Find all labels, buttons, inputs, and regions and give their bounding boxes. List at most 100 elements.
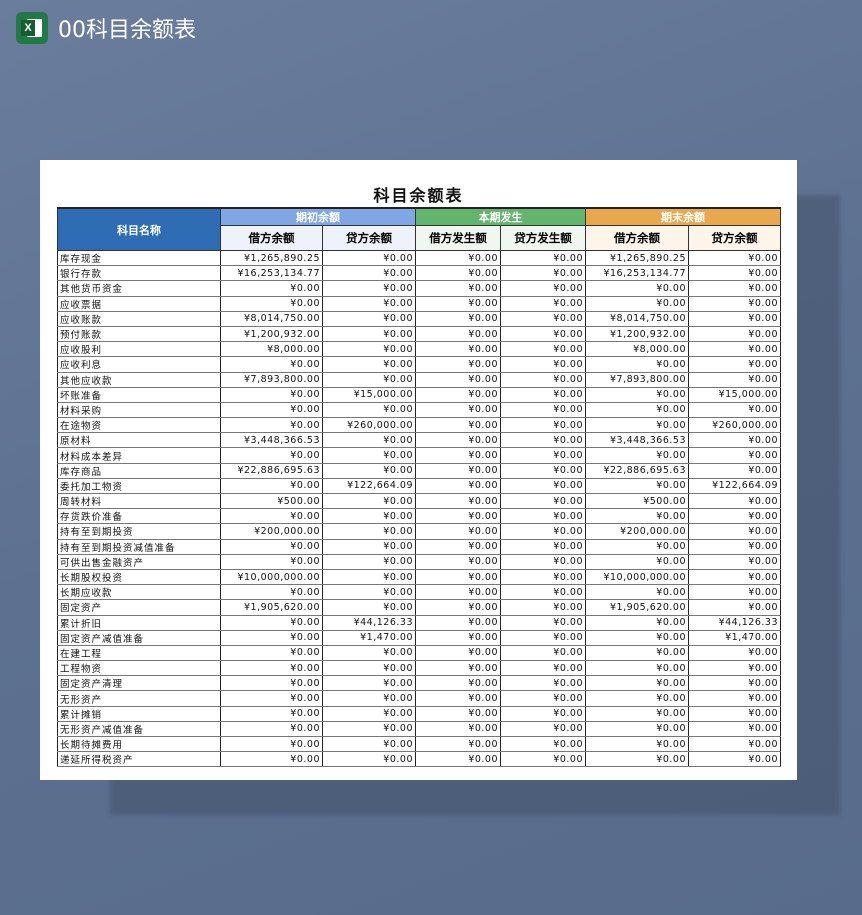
current-credit-cell[interactable]: ¥0.00 (500, 387, 586, 403)
closing-credit-cell[interactable]: ¥0.00 (688, 311, 781, 327)
opening-credit-cell[interactable]: ¥0.00 (322, 296, 416, 312)
account-name-cell[interactable]: 库存商品 (57, 463, 221, 479)
opening-credit-cell[interactable]: ¥0.00 (322, 311, 416, 327)
closing-debit-cell[interactable]: ¥0.00 (585, 280, 689, 297)
opening-debit-cell[interactable]: ¥16,253,134.77 (220, 265, 323, 282)
account-name-cell[interactable]: 递延所得税资产 (57, 751, 221, 768)
account-name-cell[interactable]: 固定资产 (57, 599, 221, 616)
closing-debit-cell[interactable]: ¥1,265,890.25 (585, 250, 689, 267)
current-debit-cell[interactable]: ¥0.00 (415, 615, 501, 631)
current-debit-cell[interactable]: ¥0.00 (415, 478, 501, 495)
account-name-cell[interactable]: 应收股利 (57, 341, 221, 358)
current-debit-cell[interactable]: ¥0.00 (415, 402, 501, 419)
opening-debit-cell[interactable]: ¥0.00 (220, 615, 323, 631)
account-name-cell[interactable]: 在途物资 (57, 417, 221, 434)
current-credit-cell[interactable]: ¥0.00 (500, 432, 586, 449)
header-closing-debit[interactable]: 借方余额 (585, 225, 689, 251)
opening-debit-cell[interactable]: ¥1,905,620.00 (220, 599, 323, 616)
current-debit-cell[interactable]: ¥0.00 (415, 387, 501, 403)
opening-credit-cell[interactable]: ¥44,126.33 (322, 615, 416, 631)
current-debit-cell[interactable]: ¥0.00 (415, 372, 501, 388)
closing-debit-cell[interactable]: ¥0.00 (585, 630, 689, 646)
opening-debit-cell[interactable]: ¥0.00 (220, 356, 323, 373)
closing-credit-cell[interactable]: ¥0.00 (688, 250, 781, 267)
closing-credit-cell[interactable]: ¥0.00 (688, 356, 781, 373)
current-debit-cell[interactable]: ¥0.00 (415, 690, 501, 707)
current-credit-cell[interactable]: ¥0.00 (500, 250, 586, 267)
opening-debit-cell[interactable]: ¥0.00 (220, 402, 323, 419)
closing-credit-cell[interactable]: ¥0.00 (688, 402, 781, 419)
account-name-cell[interactable]: 无形资产减值准备 (57, 721, 221, 738)
closing-credit-cell[interactable]: ¥0.00 (688, 675, 781, 692)
opening-debit-cell[interactable]: ¥1,265,890.25 (220, 250, 323, 267)
closing-debit-cell[interactable]: ¥0.00 (585, 356, 689, 373)
opening-debit-cell[interactable]: ¥22,886,695.63 (220, 463, 323, 479)
closing-debit-cell[interactable]: ¥0.00 (585, 706, 689, 722)
opening-credit-cell[interactable]: ¥0.00 (322, 539, 416, 555)
opening-debit-cell[interactable]: ¥8,000.00 (220, 341, 323, 358)
account-name-cell[interactable]: 持有至到期投资减值准备 (57, 539, 221, 555)
header-closing-balance[interactable]: 期末余额 (585, 207, 781, 226)
current-credit-cell[interactable]: ¥0.00 (500, 539, 586, 555)
opening-credit-cell[interactable]: ¥0.00 (322, 265, 416, 282)
closing-debit-cell[interactable]: ¥1,200,932.00 (585, 326, 689, 343)
opening-credit-cell[interactable]: ¥0.00 (322, 508, 416, 525)
closing-credit-cell[interactable]: ¥0.00 (688, 493, 781, 510)
account-name-cell[interactable]: 固定资产减值准备 (57, 630, 221, 646)
current-credit-cell[interactable]: ¥0.00 (500, 751, 586, 768)
current-credit-cell[interactable]: ¥0.00 (500, 721, 586, 738)
account-name-cell[interactable]: 在建工程 (57, 645, 221, 662)
current-debit-cell[interactable]: ¥0.00 (415, 447, 501, 464)
opening-debit-cell[interactable]: ¥0.00 (220, 721, 323, 738)
current-credit-cell[interactable]: ¥0.00 (500, 584, 586, 601)
closing-debit-cell[interactable]: ¥22,886,695.63 (585, 463, 689, 479)
opening-debit-cell[interactable]: ¥1,200,932.00 (220, 326, 323, 343)
current-credit-cell[interactable]: ¥0.00 (500, 569, 586, 586)
closing-credit-cell[interactable]: ¥0.00 (688, 706, 781, 722)
account-name-cell[interactable]: 应收利息 (57, 356, 221, 373)
current-debit-cell[interactable]: ¥0.00 (415, 599, 501, 616)
opening-credit-cell[interactable]: ¥0.00 (322, 569, 416, 586)
opening-credit-cell[interactable]: ¥0.00 (322, 645, 416, 662)
opening-credit-cell[interactable]: ¥0.00 (322, 599, 416, 616)
opening-debit-cell[interactable]: ¥0.00 (220, 675, 323, 692)
closing-debit-cell[interactable]: ¥10,000,000.00 (585, 569, 689, 586)
current-credit-cell[interactable]: ¥0.00 (500, 523, 586, 540)
closing-credit-cell[interactable]: ¥1,470.00 (688, 630, 781, 646)
closing-credit-cell[interactable]: ¥0.00 (688, 569, 781, 586)
account-name-cell[interactable]: 其他货币资金 (57, 280, 221, 297)
current-credit-cell[interactable]: ¥0.00 (500, 265, 586, 282)
current-credit-cell[interactable]: ¥0.00 (500, 478, 586, 495)
current-debit-cell[interactable]: ¥0.00 (415, 584, 501, 601)
closing-credit-cell[interactable]: ¥0.00 (688, 584, 781, 601)
opening-debit-cell[interactable]: ¥0.00 (220, 751, 323, 768)
opening-credit-cell[interactable]: ¥15,000.00 (322, 387, 416, 403)
current-credit-cell[interactable]: ¥0.00 (500, 356, 586, 373)
current-debit-cell[interactable]: ¥0.00 (415, 660, 501, 677)
current-credit-cell[interactable]: ¥0.00 (500, 599, 586, 616)
account-name-cell[interactable]: 累计折旧 (57, 615, 221, 631)
opening-debit-cell[interactable]: ¥0.00 (220, 584, 323, 601)
current-credit-cell[interactable]: ¥0.00 (500, 508, 586, 525)
closing-credit-cell[interactable]: ¥0.00 (688, 751, 781, 768)
opening-debit-cell[interactable]: ¥0.00 (220, 417, 323, 434)
closing-credit-cell[interactable]: ¥0.00 (688, 523, 781, 540)
current-debit-cell[interactable]: ¥0.00 (415, 250, 501, 267)
opening-credit-cell[interactable]: ¥0.00 (322, 721, 416, 738)
opening-credit-cell[interactable]: ¥0.00 (322, 447, 416, 464)
header-current-debit[interactable]: 借方发生额 (415, 225, 501, 251)
opening-credit-cell[interactable]: ¥0.00 (322, 736, 416, 753)
current-credit-cell[interactable]: ¥0.00 (500, 372, 586, 388)
current-credit-cell[interactable]: ¥0.00 (500, 736, 586, 753)
closing-debit-cell[interactable]: ¥8,000.00 (585, 341, 689, 358)
current-debit-cell[interactable]: ¥0.00 (415, 311, 501, 327)
closing-credit-cell[interactable]: ¥122,664.09 (688, 478, 781, 495)
closing-credit-cell[interactable]: ¥0.00 (688, 463, 781, 479)
closing-debit-cell[interactable]: ¥0.00 (585, 736, 689, 753)
current-debit-cell[interactable]: ¥0.00 (415, 417, 501, 434)
current-debit-cell[interactable]: ¥0.00 (415, 326, 501, 343)
current-credit-cell[interactable]: ¥0.00 (500, 311, 586, 327)
current-credit-cell[interactable]: ¥0.00 (500, 341, 586, 358)
opening-debit-cell[interactable]: ¥0.00 (220, 387, 323, 403)
current-debit-cell[interactable]: ¥0.00 (415, 296, 501, 312)
